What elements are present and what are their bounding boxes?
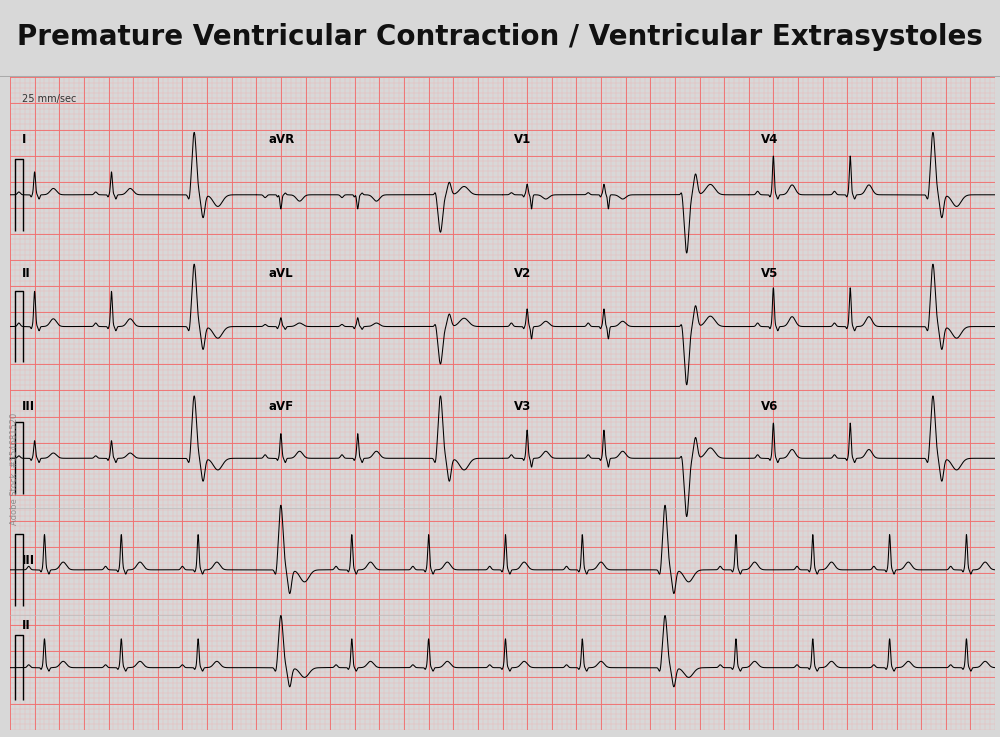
Text: Adobe Stock  #554681520: Adobe Stock #554681520: [10, 413, 19, 525]
Text: 25 mm/sec: 25 mm/sec: [22, 94, 76, 104]
Text: II: II: [22, 267, 31, 279]
Text: V5: V5: [761, 267, 778, 279]
Text: III: III: [22, 553, 35, 567]
Text: V2: V2: [514, 267, 532, 279]
Text: III: III: [22, 400, 35, 413]
Text: V1: V1: [514, 133, 532, 146]
Text: V6: V6: [761, 400, 778, 413]
Text: V3: V3: [514, 400, 532, 413]
Text: V4: V4: [761, 133, 778, 146]
Text: Premature Ventricular Contraction / Ventricular Extrasystoles: Premature Ventricular Contraction / Vent…: [17, 23, 983, 51]
Text: II: II: [22, 619, 31, 632]
Text: aVL: aVL: [268, 267, 293, 279]
Text: I: I: [22, 133, 26, 146]
Text: aVF: aVF: [268, 400, 293, 413]
Text: aVR: aVR: [268, 133, 294, 146]
